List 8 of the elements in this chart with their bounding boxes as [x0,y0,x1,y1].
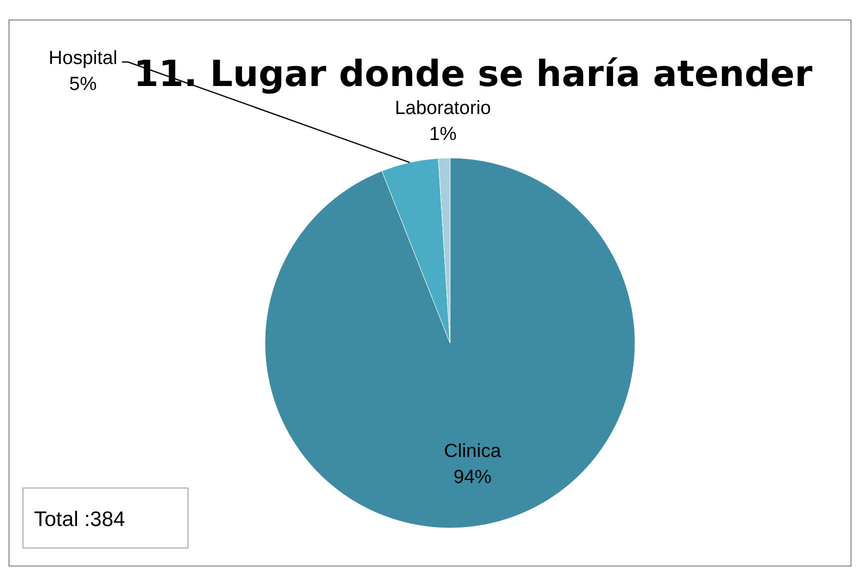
slice-label: Hospital [48,48,118,69]
text: Total :384 [34,508,126,531]
data-label: 1% [429,124,457,146]
data-label: 5% [69,74,97,95]
data-label: 94% [454,467,492,488]
slice-label: Clinica [444,441,502,462]
pie-slice [264,158,636,528]
slice-label: Laboratorio [394,98,491,120]
